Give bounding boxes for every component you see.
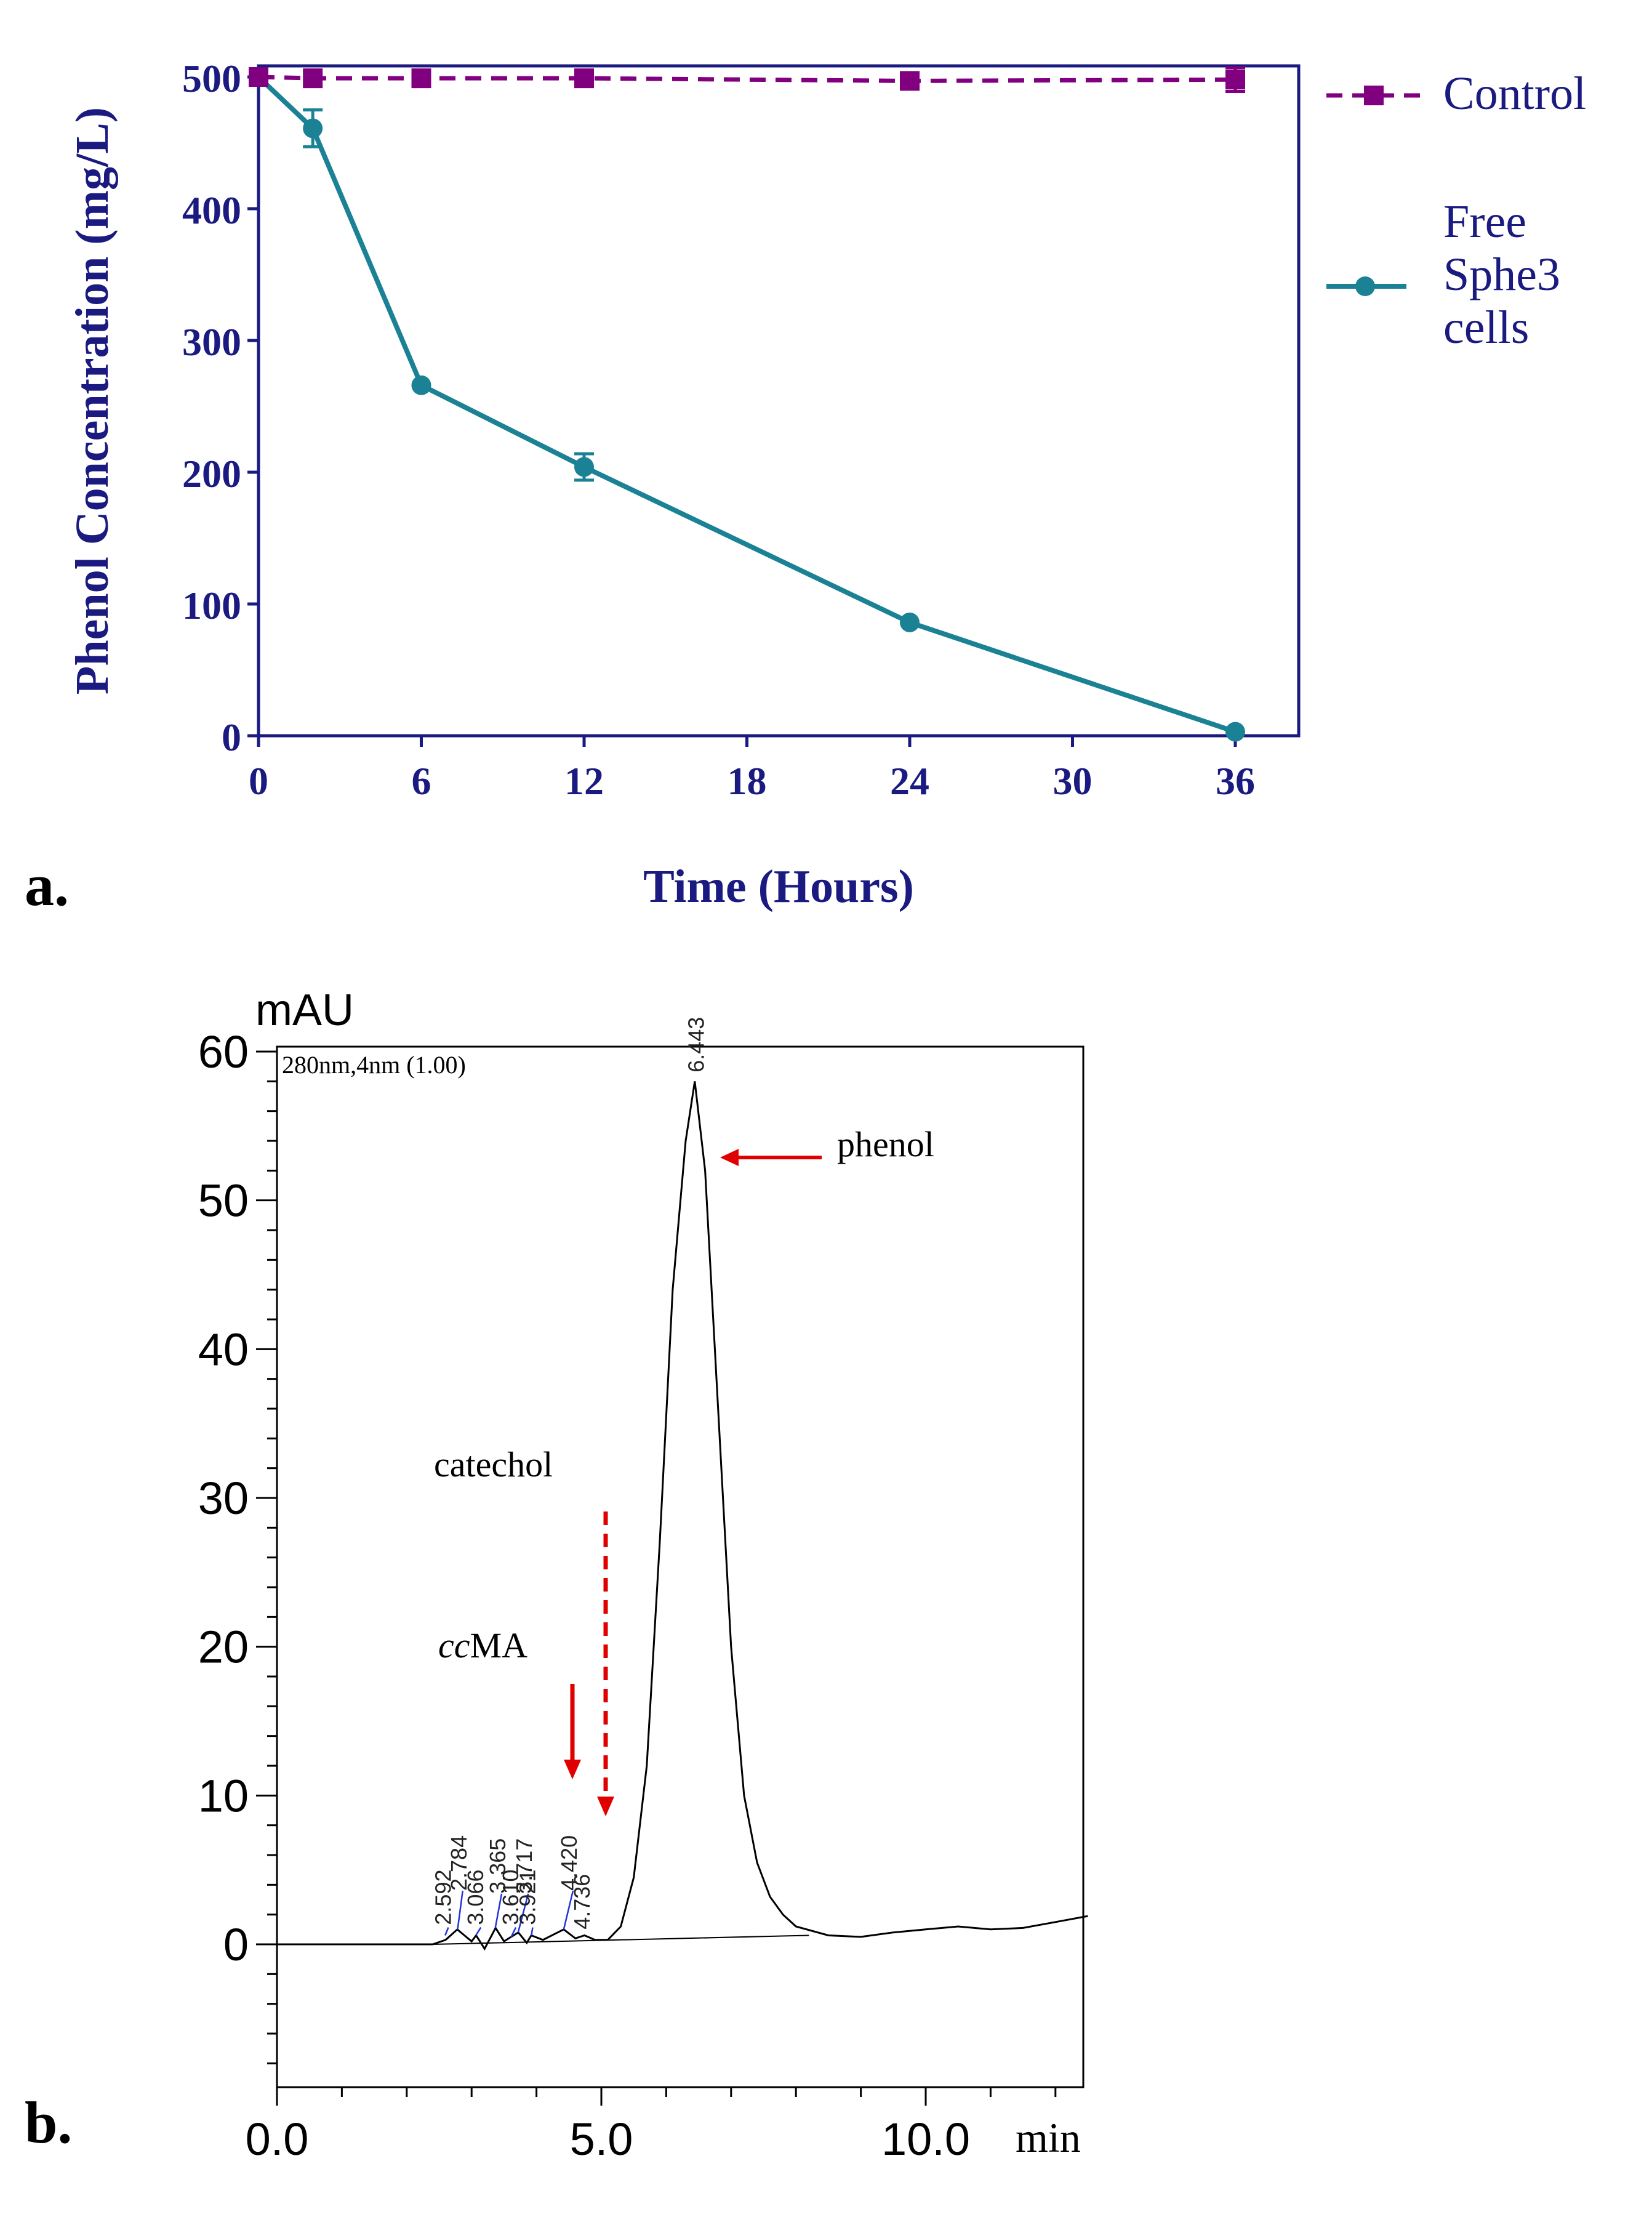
series-line-free-sphe3-cells [257,75,1237,735]
data-point-control [1225,70,1245,90]
data-point-free-sphe3-cells [303,118,323,139]
phenol-arrow-head [720,1149,739,1166]
panel-a-x-axis: 0 6 12 18 24 30 36 [249,736,1255,803]
x-tick-label: 10.0 [881,2114,970,2165]
data-point-control [574,68,594,89]
y-tick-label: 30 [198,1473,249,1524]
panel-a-series [249,66,1245,742]
data-point-control [249,67,268,87]
data-point-control [303,68,323,89]
data-point-free-sphe3-cells [900,612,920,632]
y-tick-label: 40 [198,1324,249,1375]
y-tick-label: 300 [182,320,241,364]
peak-label: 4.736 [569,1874,595,1930]
x-tick-label: 6 [412,759,431,803]
panel-a-plot-frame [257,64,1301,738]
y-tick-label: 400 [182,188,241,232]
panel-b-chromatogram: b. 0 10 20 30 40 50 60 0.0 5.0 10.0 mAU min 280n… [25,986,1088,2165]
peak-label: 3.610 [498,1870,523,1925]
x-tick-label: 12 [564,759,604,803]
data-point-free-sphe3-cells [411,375,431,395]
peak-label: 2.592 [431,1870,456,1925]
x-tick-label: 18 [728,759,767,803]
detector-label: 280nm,4nm (1.00) [282,1051,466,1079]
y-tick-label: 60 [198,1026,249,1077]
data-point-free-sphe3-cells [1225,722,1245,742]
legend-label-free-sphe3-cells: Free [1443,196,1526,248]
legend-label-control: Control [1443,68,1586,119]
peak-leader-line [531,1927,534,1936]
peak-leader-line [457,1890,464,1930]
data-point-control [900,71,920,91]
panel-b-trace [277,1081,1088,1951]
catechol-annotation: catechol [434,1444,553,1484]
y-tick-label: 500 [182,57,241,100]
x-tick-label: 5.0 [570,2114,633,2165]
peak-leader-line [494,1893,503,1928]
peak-leader-line [510,1927,517,1938]
x-tick-label: 36 [1216,759,1255,803]
y-tick-label: 100 [182,584,241,627]
panel-b-x-axis-unit: min [1016,2114,1081,2161]
panel-b-y-axis-unit: mAU [255,986,354,1035]
legend-marker-control [1364,86,1384,105]
y-tick-label: 200 [182,452,241,496]
peak-leader-line [444,1927,449,1936]
ccma-rest-part: MA [470,1625,528,1665]
y-tick-label: 20 [198,1622,249,1673]
peak-label: 2.784 [446,1835,471,1891]
peak-leader-line [517,1893,529,1933]
chromatogram-trace [277,1081,1088,1951]
panel-a-x-axis-label: Time (Hours) [643,861,914,912]
x-tick-label: 0.0 [246,2114,309,2165]
phenol-annotation: phenol [837,1124,934,1164]
peak-label: 3.921 [515,1870,540,1925]
peak-label: 3.365 [485,1838,510,1894]
panel-b-y-axis: 0 10 20 30 40 50 60 [198,1026,277,2064]
legend-label-free-sphe3-cells: cells [1443,302,1529,353]
panel-a-y-axis: 0 100 200 300 400 500 [182,57,259,759]
peak-label: 3.717 [511,1838,537,1894]
x-tick-label: 0 [249,759,268,803]
catechol-arrow-head [597,1797,614,1816]
ccma-arrow-head [564,1760,581,1779]
series-line-control [258,74,1236,83]
peak-label: 6.443 [684,1017,709,1073]
data-point-control [411,68,431,89]
y-tick-label: 0 [222,715,241,759]
peak-label: 3.066 [463,1870,488,1925]
peak-leader-line [475,1926,482,1936]
panel-b-plot-frame [276,1045,1085,2088]
integration-baseline [432,1934,809,1945]
legend-marker-free-sphe3-cells [1355,276,1375,296]
ccma-italic-part: cc [438,1625,470,1665]
peak-leader-line [563,1890,574,1930]
ccma-annotation: ccMA [438,1625,527,1665]
panel-a-label: a. [25,852,69,918]
peak-label: 4.420 [556,1835,582,1891]
legend-label-free-sphe3-cells: Sphe3 [1443,249,1560,300]
panel-a-y-axis-label: Phenol Concentration (mg/L) [66,107,118,694]
data-point-free-sphe3-cells [574,457,594,477]
y-tick-label: 0 [223,1919,249,1970]
y-tick-label: 10 [198,1770,249,1821]
x-tick-label: 30 [1053,759,1093,803]
x-tick-label: 24 [890,759,929,803]
panel-b-x-axis: 0.0 5.0 10.0 [246,2087,1057,2165]
panel-b-label: b. [25,2090,72,2155]
panel-a-chart: a. 0 100 200 300 400 500 0 6 12 18 24 30 36 Phenol … [25,57,1586,918]
y-tick-label: 50 [198,1175,249,1226]
